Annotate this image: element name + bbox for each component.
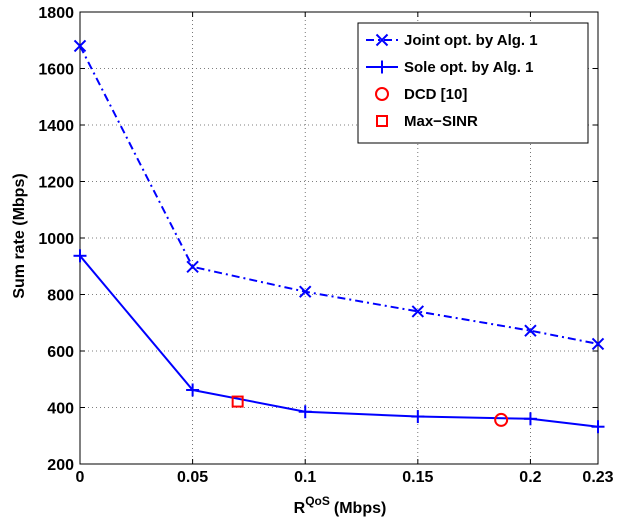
data-point-3-0 [231, 395, 244, 408]
y-tick-label: 1800 [38, 5, 74, 22]
data-point-1-5 [591, 420, 605, 434]
y-tick-label: 1400 [38, 118, 74, 135]
marker-stroke [411, 305, 425, 318]
data-point-1-1 [186, 383, 200, 397]
series-layer [73, 39, 605, 434]
legend-entry-1: Sole opt. by Alg. 1 [366, 59, 533, 76]
legend-label: Max−SINR [404, 113, 478, 130]
legend-marker [375, 60, 389, 74]
legend-entry-2: DCD [10] [375, 86, 467, 103]
data-point-0-3 [411, 305, 425, 318]
x-axis-label-superscript: QoS [305, 494, 330, 508]
data-point-0-4 [524, 324, 537, 337]
legend-entry-0: Joint opt. by Alg. 1 [366, 32, 538, 49]
x-tick-label: 0.1 [294, 469, 316, 486]
data-point-1-2 [298, 405, 312, 419]
data-point-0-2 [299, 285, 312, 298]
x-tick-label: 0.05 [177, 469, 208, 486]
series-2 [494, 412, 509, 427]
marker-stroke [299, 285, 312, 298]
data-point-0-1 [186, 260, 199, 274]
y-tick-label: 600 [47, 344, 74, 361]
legend-label: Joint opt. by Alg. 1 [404, 32, 538, 49]
data-point-1-3 [411, 410, 425, 424]
legend-marker [375, 33, 389, 47]
ticks: 0 0.05 0.1 0.15 0.2 0.23 200 400 600 800 1000 1200 1… [38, 5, 613, 486]
series-1 [73, 249, 605, 434]
data-point-2-0 [494, 412, 509, 427]
y-tick-label: 1600 [38, 62, 74, 79]
x-tick-label: 0.23 [582, 469, 613, 486]
marker-stroke [73, 39, 87, 53]
legend-entry-3: Max−SINR [376, 113, 478, 130]
data-point-0-0 [73, 39, 87, 53]
marker-stroke [524, 324, 537, 337]
x-tick-label: 0.2 [519, 469, 541, 486]
y-tick-label: 400 [47, 401, 74, 418]
marker-stroke [186, 260, 199, 274]
legend-box [357, 22, 589, 144]
y-tick-label: 800 [47, 288, 74, 305]
legend: Joint opt. by Alg. 1 Sole opt. by Alg. 1 D… [357, 22, 589, 144]
x-axis-label: RQoS (Mbps) [294, 494, 387, 517]
legend-marker [375, 87, 389, 101]
marker-stroke [375, 33, 389, 47]
x-tick-label: 0 [76, 469, 85, 486]
y-axis-label: Sum rate (Mbps) [11, 173, 28, 298]
data-point-1-0 [73, 249, 87, 263]
data-point-0-5 [591, 337, 605, 351]
series-line-0 [79, 45, 599, 345]
x-tick-label: 0.15 [402, 469, 433, 486]
x-axis-label-unit: (Mbps) [334, 500, 386, 517]
legend-marker [376, 115, 388, 127]
y-tick-label: 200 [47, 457, 74, 474]
x-axis-label-symbol: R [294, 500, 306, 517]
y-tick-label: 1200 [38, 175, 74, 192]
series-line-1 [79, 255, 599, 428]
legend-label: DCD [10] [404, 86, 467, 103]
series-3 [231, 395, 244, 408]
legend-label: Sole opt. by Alg. 1 [404, 59, 533, 76]
y-tick-label: 1000 [38, 231, 74, 248]
series-0 [73, 39, 605, 351]
marker-stroke [591, 337, 605, 351]
data-point-1-4 [523, 412, 537, 426]
